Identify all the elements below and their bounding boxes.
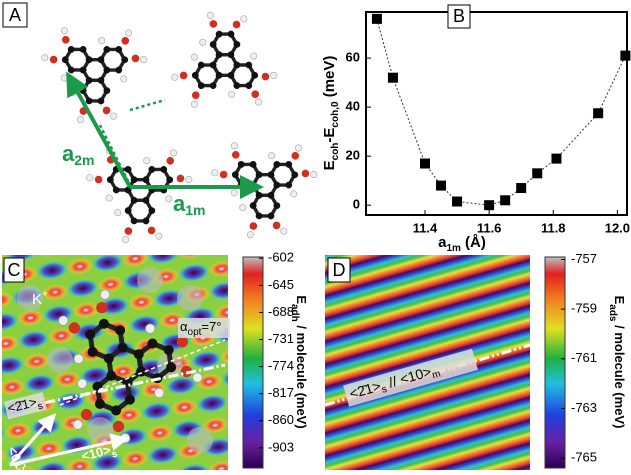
ion: K bbox=[32, 291, 42, 308]
panel-c: C K+ αopt=7° <2̄1>s <01̄>s <10>s bbox=[1, 255, 230, 475]
axis-label: Ecoh-Ecoh,0 (meV) bbox=[321, 56, 341, 171]
plot-frame bbox=[366, 12, 627, 215]
angle-sub: opt bbox=[188, 327, 202, 338]
axis-label-sub: adh bbox=[289, 304, 300, 322]
panel-label: D bbox=[333, 260, 346, 280]
panel-label: B bbox=[453, 6, 465, 26]
colorbar bbox=[545, 257, 565, 468]
data-point bbox=[372, 14, 382, 24]
data-point bbox=[452, 197, 462, 207]
axis-label-part: -E bbox=[321, 128, 338, 143]
axis-label-part: E bbox=[294, 295, 309, 304]
vector-sub: 2m bbox=[74, 152, 94, 168]
vector-label: a2m bbox=[62, 141, 94, 168]
data-point bbox=[500, 195, 510, 205]
y-tick-label: 0 bbox=[353, 197, 360, 212]
axis-label-part: / molecule (meV) bbox=[294, 322, 309, 429]
axis-label: a1m (Å) bbox=[438, 234, 486, 254]
colorbar bbox=[243, 257, 263, 468]
y-tick-label: 60 bbox=[346, 50, 360, 65]
trend-line bbox=[377, 19, 625, 205]
figure: A a2m a1m C K+ αopt=7° <2̄1>s <01̄>s <10… bbox=[0, 0, 631, 475]
angle-value: =7° bbox=[201, 319, 221, 334]
axis-label-sub: 1m bbox=[446, 243, 461, 254]
x-tick-label: 11.8 bbox=[541, 220, 566, 235]
colorbar-tick-label: -761 bbox=[571, 350, 597, 365]
vector-name: a bbox=[173, 191, 186, 216]
data-point bbox=[551, 154, 561, 164]
panel-label: C bbox=[8, 260, 21, 280]
axis-label-part: / molecule (meV) bbox=[612, 321, 627, 428]
y-tick-label: 20 bbox=[346, 148, 360, 163]
data-point bbox=[388, 73, 398, 83]
axis-label-part: E bbox=[321, 160, 338, 170]
colorbar-tick-label: -763 bbox=[571, 400, 597, 415]
data-point bbox=[620, 51, 630, 61]
panel-a: A a2m a1m bbox=[3, 0, 335, 256]
axis-label-part: E bbox=[612, 296, 627, 305]
data-point bbox=[532, 168, 542, 178]
data-point bbox=[436, 181, 446, 191]
colorbar-tick-label: -759 bbox=[571, 301, 597, 316]
page: {"panels": { "A": {"label": "A", "a2m": … bbox=[0, 0, 631, 475]
panel-d: D <2̄1>s // <10>m bbox=[325, 255, 530, 470]
y-tick-label: 40 bbox=[346, 99, 360, 114]
x-tick-label: 12.0 bbox=[605, 220, 630, 235]
panel-label: A bbox=[9, 5, 21, 25]
x-tick-label: 11.4 bbox=[413, 220, 438, 235]
axis-label-part: (Å) bbox=[461, 234, 486, 251]
colorbar-tick-label: -817 bbox=[268, 385, 294, 400]
data-point bbox=[516, 183, 526, 193]
data-point bbox=[420, 159, 430, 169]
data-point bbox=[484, 200, 494, 210]
colorbar-tick-label: -765 bbox=[571, 450, 597, 465]
axis-label-part: (meV) bbox=[321, 56, 338, 102]
axis-label-sub: ads bbox=[607, 304, 618, 322]
colorbar-tick-label: -903 bbox=[268, 439, 294, 454]
vector-name: a bbox=[62, 141, 75, 166]
colorbar-tick-label: -645 bbox=[268, 277, 294, 292]
colorbar-tick-label: -860 bbox=[268, 412, 294, 427]
colorbar-tick-label: -731 bbox=[268, 331, 294, 346]
axis-label: Eads / molecule (meV) bbox=[607, 296, 626, 429]
axis-label-sub: coh bbox=[330, 143, 341, 161]
panel-b bbox=[366, 5, 627, 215]
data-point bbox=[593, 108, 603, 118]
colorbar-tick-label: -774 bbox=[268, 358, 294, 373]
axis-label-sub: coh,0 bbox=[330, 101, 341, 128]
ion-charge: + bbox=[42, 289, 48, 300]
colorbar-tick-label: -602 bbox=[268, 250, 294, 265]
colorbar-tick-label: -757 bbox=[571, 251, 597, 266]
vector-label: a1m bbox=[173, 191, 205, 218]
vector-sub: 1m bbox=[185, 202, 205, 218]
